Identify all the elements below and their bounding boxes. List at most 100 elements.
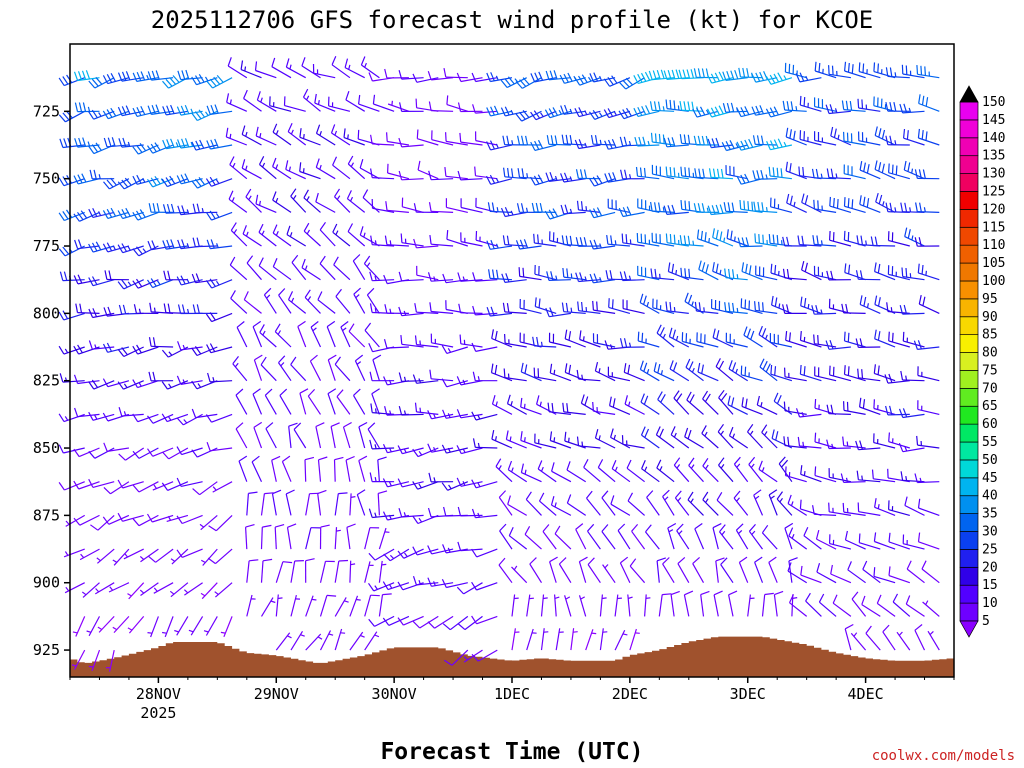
wind-barb [103, 442, 129, 452]
wind-barb [416, 265, 439, 281]
wind-barb [441, 578, 468, 589]
x-tick-label: 29NOV [254, 685, 299, 703]
wind-barb [132, 447, 159, 459]
wind-barb [855, 338, 881, 348]
wind-barb [696, 229, 719, 247]
wind-barb [592, 401, 616, 415]
wind-barb [372, 354, 382, 381]
wind-barb [471, 581, 498, 591]
wind-barb [784, 522, 794, 550]
wind-barb [592, 333, 616, 348]
wind-barb [88, 241, 115, 253]
colorbar-swatch [959, 584, 979, 604]
wind-barb [199, 514, 218, 531]
wind-barb [176, 375, 203, 385]
wind-barb [795, 408, 822, 418]
wind-barb [203, 616, 218, 636]
wind-barb [735, 523, 749, 550]
wind-barb [457, 615, 483, 631]
wind-barb [472, 104, 498, 114]
wind-barb [517, 135, 542, 146]
wind-barb [656, 459, 675, 483]
wind-barb [346, 523, 356, 550]
wind-barb [235, 388, 248, 415]
wind-barb [555, 628, 564, 651]
colorbar-label: 75 [982, 363, 998, 378]
wind-barb [902, 534, 925, 550]
wind-barb [684, 427, 704, 449]
wind-barb [607, 198, 631, 213]
wind-barb [275, 561, 293, 583]
wind-barb [359, 159, 380, 180]
colorbar-swatch [959, 316, 979, 336]
wind-barb [728, 360, 749, 382]
wind-barb [656, 557, 666, 583]
wind-barb [830, 126, 852, 146]
wind-barb [397, 615, 424, 626]
wind-barb [330, 124, 351, 146]
colorbar-label: 125 [982, 184, 1005, 199]
wind-barb [688, 457, 704, 483]
x-tick-label: 1DEC [494, 685, 530, 703]
wind-barb [176, 548, 203, 558]
pressure-axis: 725 750 775 800 825 850 875 900 925 [33, 102, 70, 659]
colorbar-label: 55 [982, 435, 998, 450]
wind-barb [663, 137, 689, 148]
wind-barb [917, 263, 940, 281]
wind-barb [560, 104, 586, 115]
wind-barb [105, 649, 115, 672]
wind-barb [412, 546, 439, 556]
wind-barb [370, 235, 395, 247]
wind-barb [103, 481, 130, 495]
wind-barb [272, 123, 292, 146]
wind-barb [681, 332, 704, 348]
wind-barb [686, 391, 704, 415]
wind-barb [104, 270, 129, 281]
wind-barb [545, 70, 571, 81]
wind-barb [427, 272, 454, 282]
wind-barb [857, 368, 881, 382]
wind-barb [620, 169, 645, 180]
wind-barb [862, 560, 881, 584]
wind-barb [335, 288, 351, 314]
wind-barb [747, 423, 763, 449]
colorbar-swatch [959, 423, 979, 443]
wind-barb [586, 490, 601, 516]
wind-barb [851, 591, 867, 617]
wind-barb [873, 433, 896, 449]
wind-barb [333, 256, 351, 281]
credit-link[interactable]: coolwx.com/models [872, 748, 1015, 764]
wind-barb [922, 600, 940, 617]
wind-barb [765, 72, 793, 85]
wind-barb [874, 126, 896, 146]
wind-barb [917, 532, 940, 550]
wind-barb [191, 447, 218, 458]
wind-barb [740, 365, 763, 382]
wind-barb [429, 369, 454, 382]
wind-barb [205, 312, 233, 323]
wind-barb [799, 331, 822, 348]
wind-barb [364, 322, 380, 348]
wind-barb [830, 564, 852, 584]
wind-barb [896, 631, 911, 651]
wind-barb [575, 237, 601, 247]
wind-barb [782, 304, 807, 314]
wind-barb [146, 278, 174, 289]
wind-barb [603, 75, 631, 87]
wind-barb [458, 303, 483, 314]
wind-barb [291, 254, 307, 281]
wind-barb [58, 444, 85, 454]
wind-barb [843, 164, 866, 180]
wind-barb [146, 513, 174, 523]
wind-barb [500, 76, 527, 89]
wind-barb [358, 94, 380, 112]
wind-barb [761, 424, 778, 449]
colorbar-label: 135 [982, 149, 1005, 164]
wind-barb [152, 481, 174, 491]
wind-barb [256, 91, 277, 112]
wind-barb [799, 130, 822, 146]
wind-barb [601, 490, 616, 516]
wind-barb [712, 228, 734, 247]
wind-barb [635, 166, 660, 180]
wind-barb [653, 362, 675, 382]
